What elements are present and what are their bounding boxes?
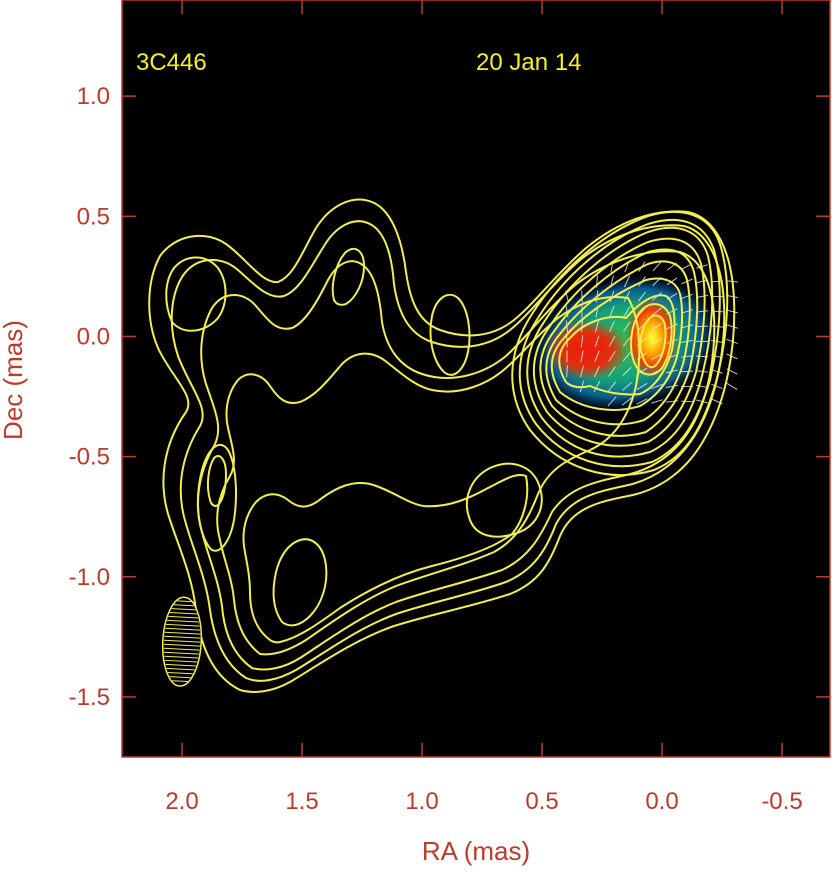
y-tick-label: -1.5 (69, 684, 110, 711)
pol-vector (582, 290, 583, 302)
x-tick-label: 0.5 (525, 788, 558, 815)
source-label: 3C446 (136, 49, 207, 76)
date-label: 20 Jan 14 (476, 49, 581, 76)
x-tick-label: 2.0 (165, 788, 198, 815)
y-tick-label: -0.5 (69, 444, 110, 471)
intensity-knot (545, 320, 629, 380)
y-tick-label: 0.5 (77, 203, 110, 230)
y-tick-label: 1.0 (77, 83, 110, 110)
x-tick-label: 0.0 (645, 788, 678, 815)
x-tick-label: 1.5 (285, 788, 318, 815)
y-tick-label: -1.0 (69, 564, 110, 591)
plot-area (122, 0, 830, 757)
x-tick-label: 1.0 (405, 788, 438, 815)
y-axis-label: Dec (mas) (0, 320, 28, 440)
x-tick-label: -0.5 (761, 788, 802, 815)
x-axis-label: RA (mas) (422, 836, 530, 866)
y-tick-label: 0.0 (77, 323, 110, 350)
